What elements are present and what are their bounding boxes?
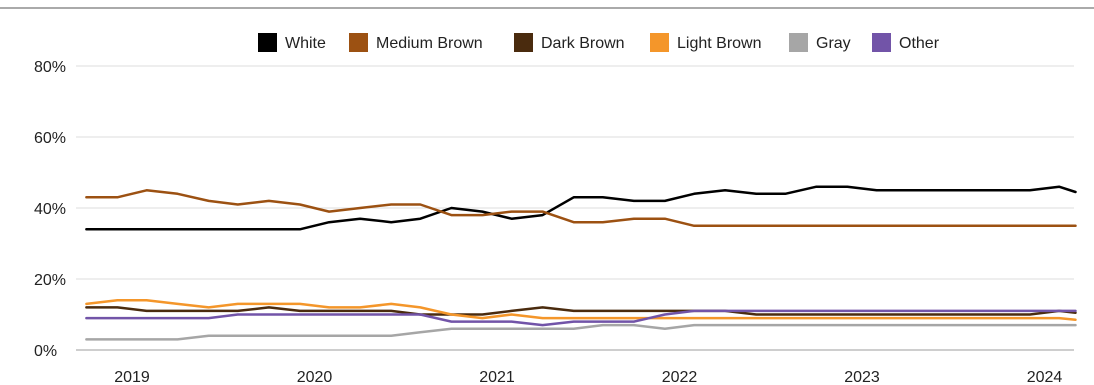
y-axis-ticks: 0% 20% 40% 60% 80% bbox=[34, 59, 66, 360]
x-tick-label: 2021 bbox=[479, 369, 515, 385]
legend-item-light-brown: Light Brown bbox=[650, 33, 762, 52]
series-line-light-brown bbox=[85, 299, 1077, 322]
legend-item-dark-brown: Dark Brown bbox=[514, 33, 625, 52]
legend-item-white: White bbox=[258, 33, 326, 52]
series-line-white bbox=[85, 185, 1077, 231]
x-tick-label: 2022 bbox=[662, 369, 698, 385]
x-tick-label: 2023 bbox=[844, 369, 880, 385]
legend-swatch bbox=[650, 33, 669, 52]
legend-label: Medium Brown bbox=[376, 35, 483, 52]
legend-item-other: Other bbox=[872, 33, 940, 52]
legend-swatch bbox=[514, 33, 533, 52]
x-tick-label: 2019 bbox=[114, 369, 150, 385]
legend-swatch bbox=[789, 33, 808, 52]
x-tick-label: 2020 bbox=[297, 369, 333, 385]
legend-swatch bbox=[872, 33, 891, 52]
legend-swatch bbox=[258, 33, 277, 52]
legend-item-medium-brown: Medium Brown bbox=[349, 33, 483, 52]
legend-label: White bbox=[285, 35, 326, 52]
legend-label: Dark Brown bbox=[541, 35, 625, 52]
legend: White Medium Brown Dark Brown Light Brown Gr… bbox=[258, 33, 940, 52]
y-tick-label: 80% bbox=[34, 59, 66, 76]
legend-label: Light Brown bbox=[677, 35, 762, 52]
series-line-other bbox=[85, 309, 1077, 327]
x-tick-label: 2024 bbox=[1027, 369, 1063, 385]
y-tick-label: 20% bbox=[34, 272, 66, 289]
x-axis-ticks: 2019 2020 2021 2022 2023 2024 bbox=[114, 369, 1062, 385]
legend-label: Other bbox=[899, 35, 940, 52]
series-line-medium-brown bbox=[85, 189, 1077, 228]
gridlines bbox=[76, 65, 1074, 351]
series-lines bbox=[85, 185, 1077, 341]
series-line-dark-brown bbox=[85, 306, 1077, 316]
y-tick-label: 0% bbox=[34, 343, 57, 360]
y-tick-label: 60% bbox=[34, 130, 66, 147]
legend-item-gray: Gray bbox=[789, 33, 851, 52]
series-line-gray bbox=[85, 323, 1077, 341]
legend-label: Gray bbox=[816, 35, 851, 52]
legend-swatch bbox=[349, 33, 368, 52]
y-tick-label: 40% bbox=[34, 201, 66, 218]
